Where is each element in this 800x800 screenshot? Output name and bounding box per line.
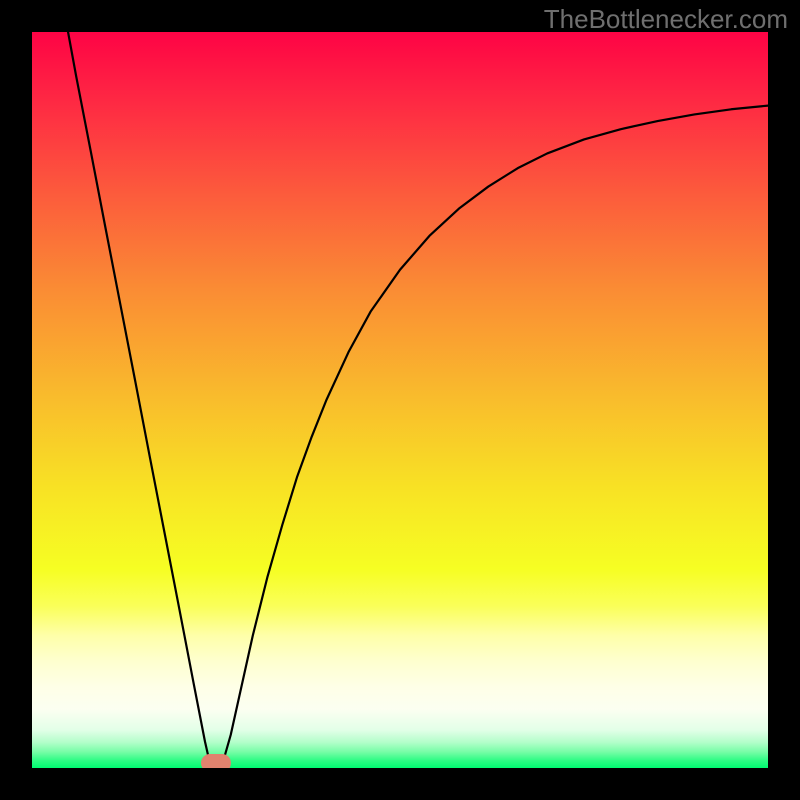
plot-area xyxy=(32,32,768,768)
gradient-background xyxy=(32,32,768,768)
watermark-text: TheBottlenecker.com xyxy=(544,4,788,35)
optimal-point-marker xyxy=(201,754,231,768)
plot-svg xyxy=(32,32,768,768)
figure-root: TheBottlenecker.com xyxy=(0,0,800,800)
